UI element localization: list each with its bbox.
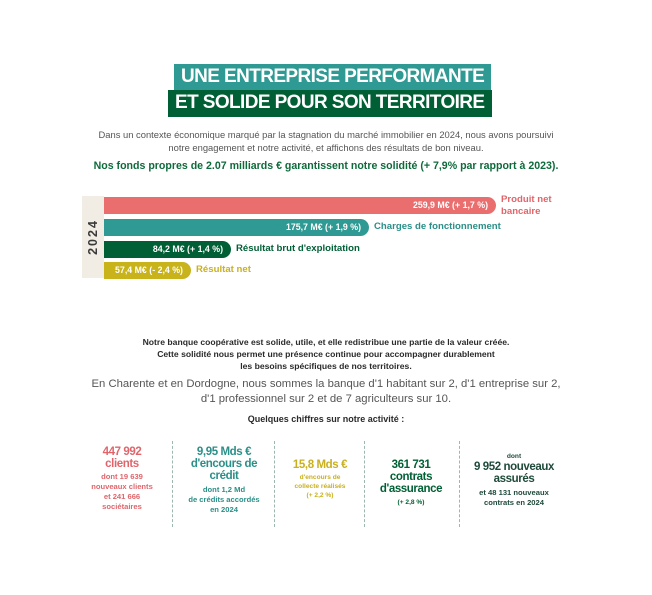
stat-big-3: d'assurance <box>379 483 443 495</box>
stat-small-2: contrats en 2024 <box>484 498 544 507</box>
stat-encours-credit: 9,95 Mds € d'encours de crédit dont 1,2 … <box>176 446 272 515</box>
stat-divider-3 <box>364 441 365 527</box>
title-line-2: ET SOLIDE POUR SON TERRITOIRE <box>168 90 492 117</box>
stat-big-3: crédit <box>209 470 239 482</box>
bar-label-produit-net-bancaire: Produit net bancaire <box>501 194 552 218</box>
intro-line-1: Dans un contexte économique marqué par l… <box>98 129 554 140</box>
stat-contrats-assurance: 361 731 contrats d'assurance (+ 2,8 %) <box>366 459 456 507</box>
stat-big-2: clients <box>105 458 139 470</box>
title-line-1: UNE ENTREPRISE PERFORMANTE <box>174 64 492 91</box>
bar-resultat-brut-exploitation: 84,2 M€ (+ 1,4 %) <box>104 241 231 258</box>
territory-line-2: d'1 professionnel sur 2 et de 7 agricult… <box>200 392 452 405</box>
stat-small-2: collecte réalisés <box>294 483 346 490</box>
intro-paragraph: Dans un contexte économique marqué par l… <box>50 128 602 154</box>
statement-line-1: Notre banque coopérative est solide, uti… <box>142 337 510 347</box>
year-box <box>82 196 104 278</box>
stat-nouveaux-assures: dont 9 952 nouveaux assurés et 48 131 no… <box>462 452 566 508</box>
stat-small-3: en 2024 <box>210 505 238 514</box>
stat-divider-4 <box>459 441 460 527</box>
stat-small-3: (+ 2,2 %) <box>306 492 334 499</box>
stat-small-1: (+ 2,8 %) <box>397 499 425 506</box>
stat-encours-collecte: 15,8 Mds € d'encours de collecte réalisé… <box>278 459 362 500</box>
stat-small-2: nouveaux clients <box>91 482 153 491</box>
territory-statement: En Charente et en Dordogne, nous sommes … <box>50 377 602 406</box>
statement-line-3: les besoins spécifiques de nos territoir… <box>240 361 412 371</box>
bar-label-resultat-brut-exploitation: Résultat brut d'exploitation <box>236 243 360 254</box>
bar-label-line-1: Produit net <box>501 194 552 205</box>
stat-small-4: sociétaires <box>102 502 142 511</box>
stat-divider-1 <box>172 441 173 527</box>
stat-big-2: assurés <box>493 473 535 485</box>
intro-line-2: notre engagement et notre activité, et a… <box>168 142 484 153</box>
stat-big-1: 9 952 nouveaux <box>473 461 555 473</box>
bar-label-resultat-net: Résultat net <box>196 264 251 275</box>
stat-big-1: 9,95 Mds € <box>196 446 252 458</box>
cooperative-statement: Notre banque coopérative est solide, uti… <box>60 336 592 372</box>
bar-resultat-net: 57,4 M€ (- 2,4 %) <box>104 262 191 279</box>
stat-big-1: 15,8 Mds € <box>292 459 348 471</box>
statement-line-2: Cette solidité nous permet une présence … <box>157 349 495 359</box>
bar-produit-net-bancaire: 259,9 M€ (+ 1,7 %) <box>104 197 496 214</box>
stat-divider-2 <box>274 441 275 527</box>
stat-big-2: contrats <box>389 471 433 483</box>
year-label: 2024 <box>86 219 100 255</box>
stat-small-3: et 241 666 <box>103 492 141 501</box>
stat-small-1: dont 1,2 Md <box>202 485 246 494</box>
stat-big-1: 447 992 <box>102 446 142 458</box>
stat-small-1: dont 19 639 <box>101 472 143 481</box>
bar-charges-de-fonctionnement: 175,7 M€ (+ 1,9 %) <box>104 219 369 236</box>
stat-pre: dont <box>506 453 522 460</box>
stat-big-2: d'encours de <box>190 458 258 470</box>
stat-small-1: d'encours de <box>299 474 341 481</box>
stat-small-2: de crédits accordés <box>188 495 260 504</box>
figures-title: Quelques chiffres sur notre activité : <box>247 414 405 424</box>
stat-big-1: 361 731 <box>391 459 431 471</box>
territory-line-1: En Charente et en Dordogne, nous sommes … <box>91 378 561 390</box>
bar-label-charges-de-fonctionnement: Charges de fonctionnement <box>374 221 501 232</box>
stat-clients: 447 992 clients dont 19 639 nouveaux cli… <box>74 446 170 512</box>
headline: Nos fonds propres de 2.07 milliards € ga… <box>93 160 559 172</box>
bar-label-line-2: bancaire <box>501 206 541 217</box>
stat-small-1: et 48 131 nouveaux <box>479 488 549 497</box>
